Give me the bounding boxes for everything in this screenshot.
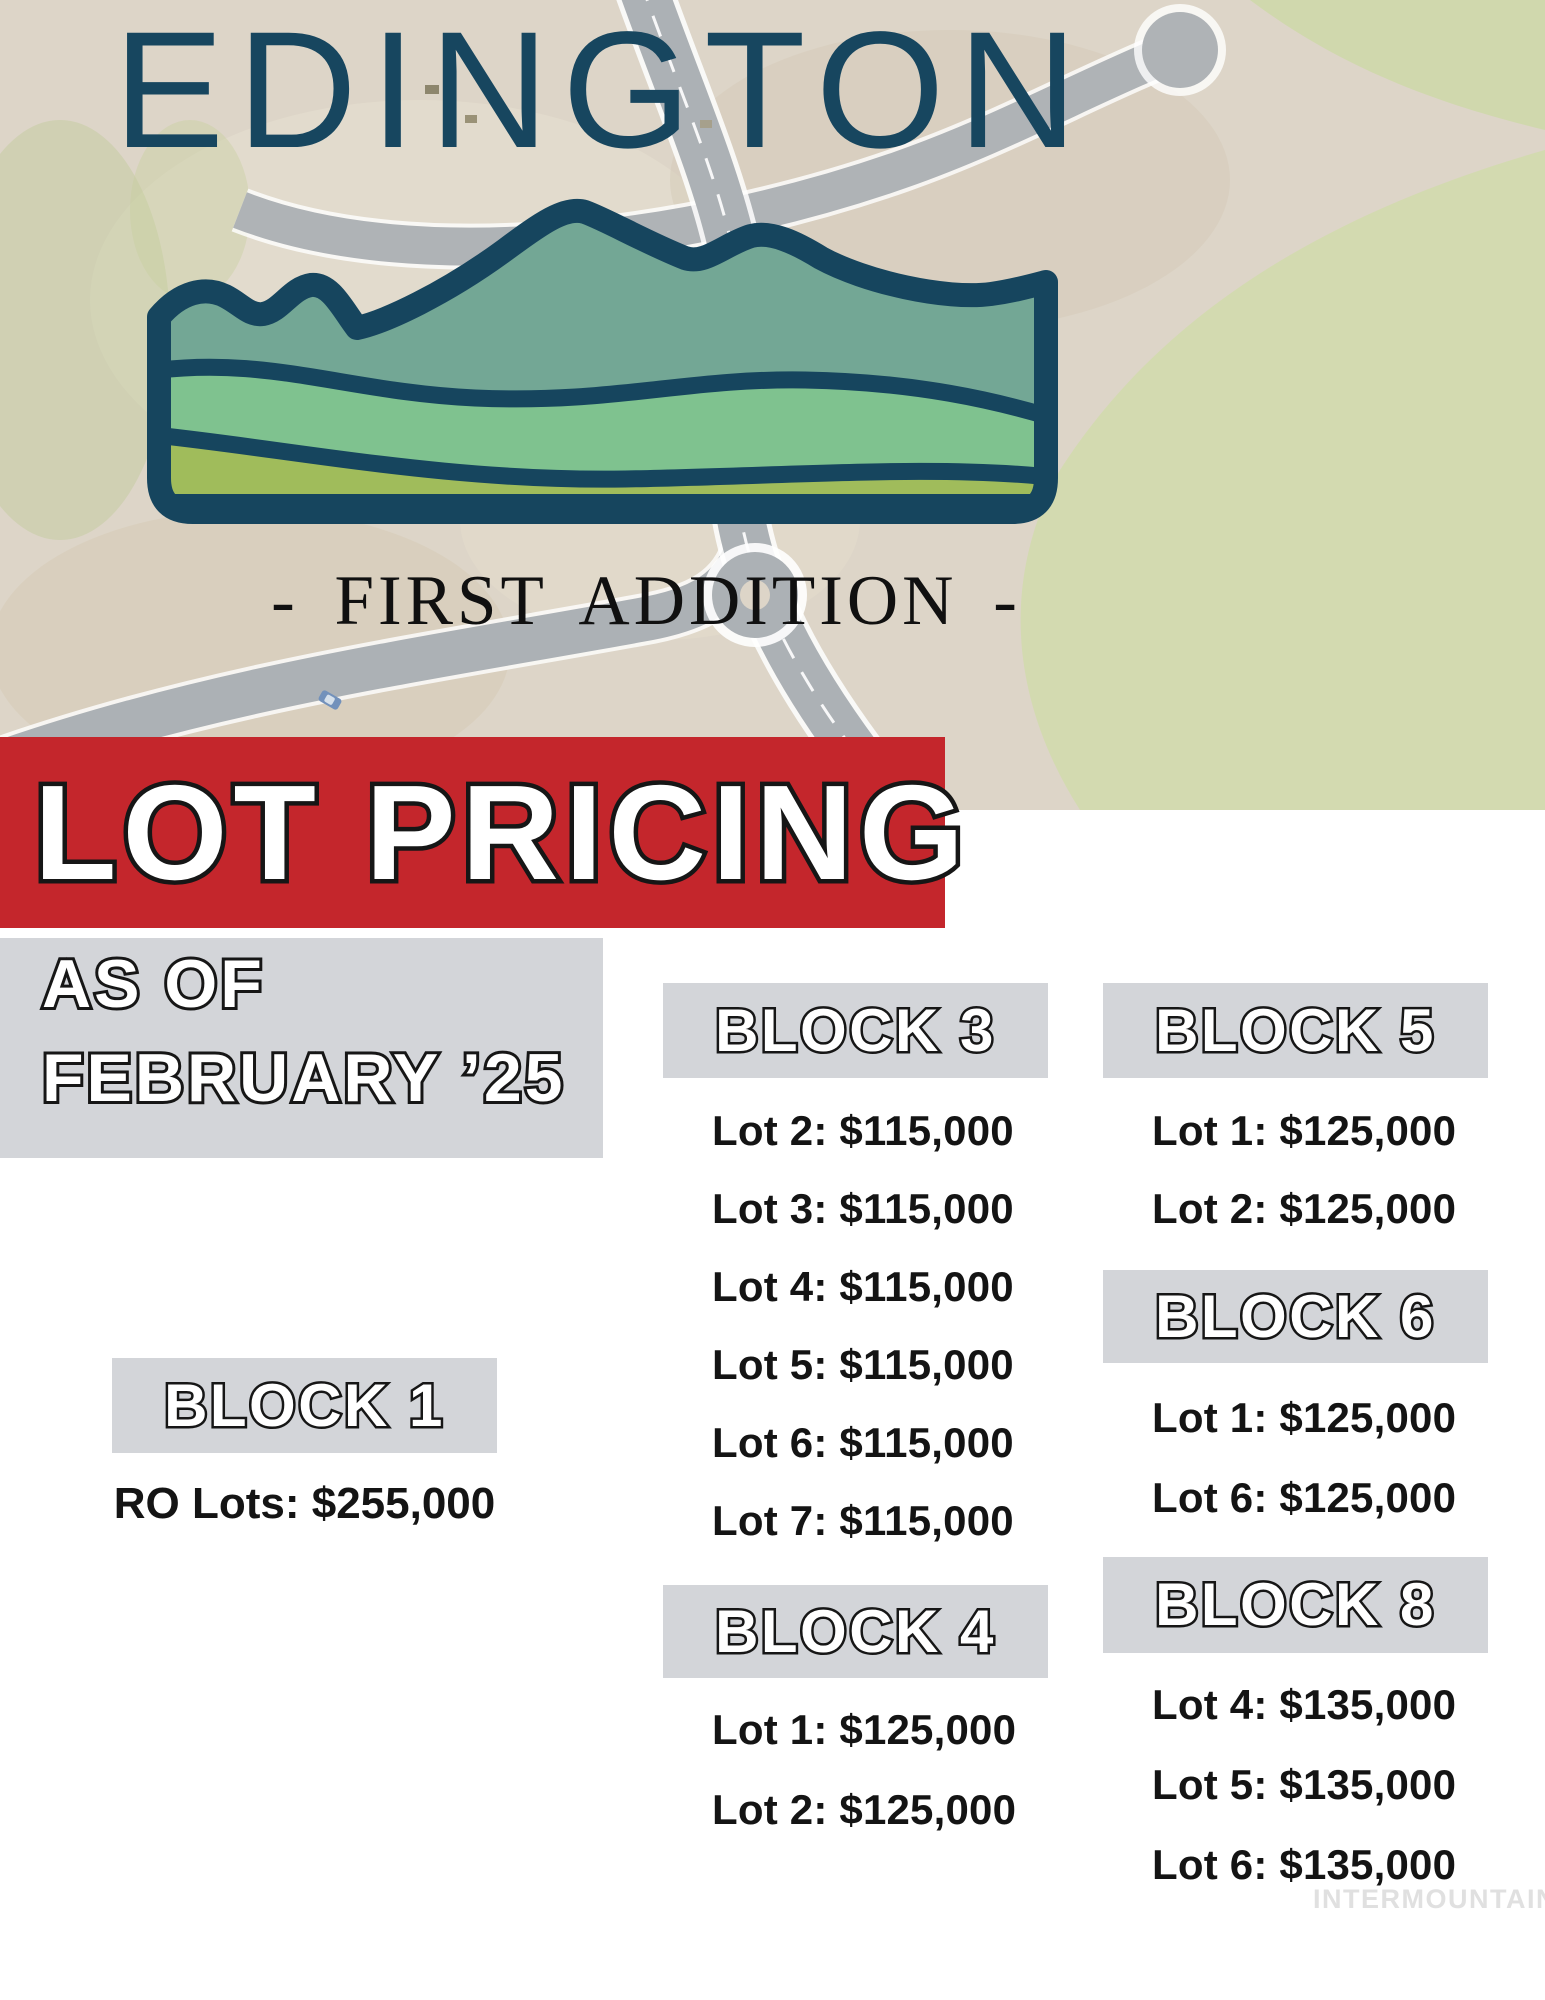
block-8-header: BLOCK 8 BLOCK 8	[1103, 1557, 1488, 1653]
grass-field-right	[1020, 150, 1545, 810]
as-of-date-box: AS OF AS OF FEBRUARY ’25 FEBRUARY ’25	[0, 938, 603, 1158]
block-1-lot-price: RO Lots: $255,000	[113, 1479, 496, 1528]
as-of-line2: FEBRUARY ’25 FEBRUARY ’25	[39, 1040, 566, 1116]
lot-pricing-banner: LOT PRICING LOT PRICING	[0, 737, 969, 928]
subdivision-subtitle: - FIRST ADDITION -	[271, 562, 1021, 640]
lot-price-line: Lot 3: $115,000	[712, 1185, 1014, 1232]
block-4-lot-list: Lot 1: $125,000 Lot 2: $125,000	[712, 1690, 1016, 1850]
lot-price-line: Lot 5: $115,000	[712, 1341, 1014, 1388]
block-5-header: BLOCK 5 BLOCK 5	[1103, 983, 1488, 1078]
as-of-line1: AS OF AS OF	[39, 946, 265, 1022]
block-6-header: BLOCK 6 BLOCK 6	[1103, 1270, 1488, 1363]
aerial-photo: EDINGTON - FIRST ADDITION -	[0, 0, 1545, 810]
community-name-title: EDINGTON	[113, 0, 1091, 183]
lot-price-line: Lot 7: $115,000	[712, 1497, 1014, 1544]
lot-price-line: Lot 6: $115,000	[712, 1419, 1014, 1466]
lot-price-line: Lot 5: $135,000	[1152, 1761, 1457, 1808]
lot-price-line: Lot 4: $135,000	[1152, 1681, 1457, 1728]
block-3-lot-list: Lot 2: $115,000 Lot 3: $115,000 Lot 4: $…	[712, 1092, 1014, 1560]
block-5-lot-list: Lot 1: $125,000 Lot 2: $125,000	[1152, 1092, 1456, 1248]
car-icon	[318, 690, 342, 710]
lot-price-line: Lot 1: $125,000	[712, 1706, 1017, 1753]
intermountain-watermark: INTERMOUNTAIN	[1313, 1884, 1545, 1914]
grass-field-top-right	[1250, 0, 1545, 130]
lot-price-line: Lot 2: $125,000	[1152, 1185, 1457, 1232]
block-6-lot-list: Lot 1: $125,000 Lot 6: $125,000	[1152, 1378, 1456, 1538]
lot-price-line: Lot 6: $135,000	[1152, 1841, 1457, 1888]
block-8-lot-list: Lot 4: $135,000 Lot 5: $135,000 Lot 6: $…	[1152, 1665, 1456, 1905]
block-1-header: BLOCK 1 BLOCK 1	[112, 1358, 497, 1453]
logo-outline	[147, 198, 1058, 524]
block-4-header: BLOCK 4 BLOCK 4	[663, 1585, 1048, 1678]
lot-price-line: Lot 2: $115,000	[712, 1107, 1014, 1154]
block-3-header: BLOCK 3 BLOCK 3	[663, 983, 1048, 1078]
lot-pricing-label: LOT PRICING LOT PRICING	[30, 757, 970, 908]
lot-price-line: Lot 2: $125,000	[712, 1786, 1017, 1833]
edington-mountain-logo	[147, 198, 1058, 524]
construction-specks	[425, 85, 712, 128]
lot-price-line: Lot 6: $125,000	[1152, 1474, 1457, 1521]
lot-price-line: Lot 1: $125,000	[1152, 1107, 1457, 1154]
lot-price-line: Lot 1: $125,000	[1152, 1394, 1457, 1441]
lot-price-line: Lot 4: $115,000	[712, 1263, 1014, 1310]
